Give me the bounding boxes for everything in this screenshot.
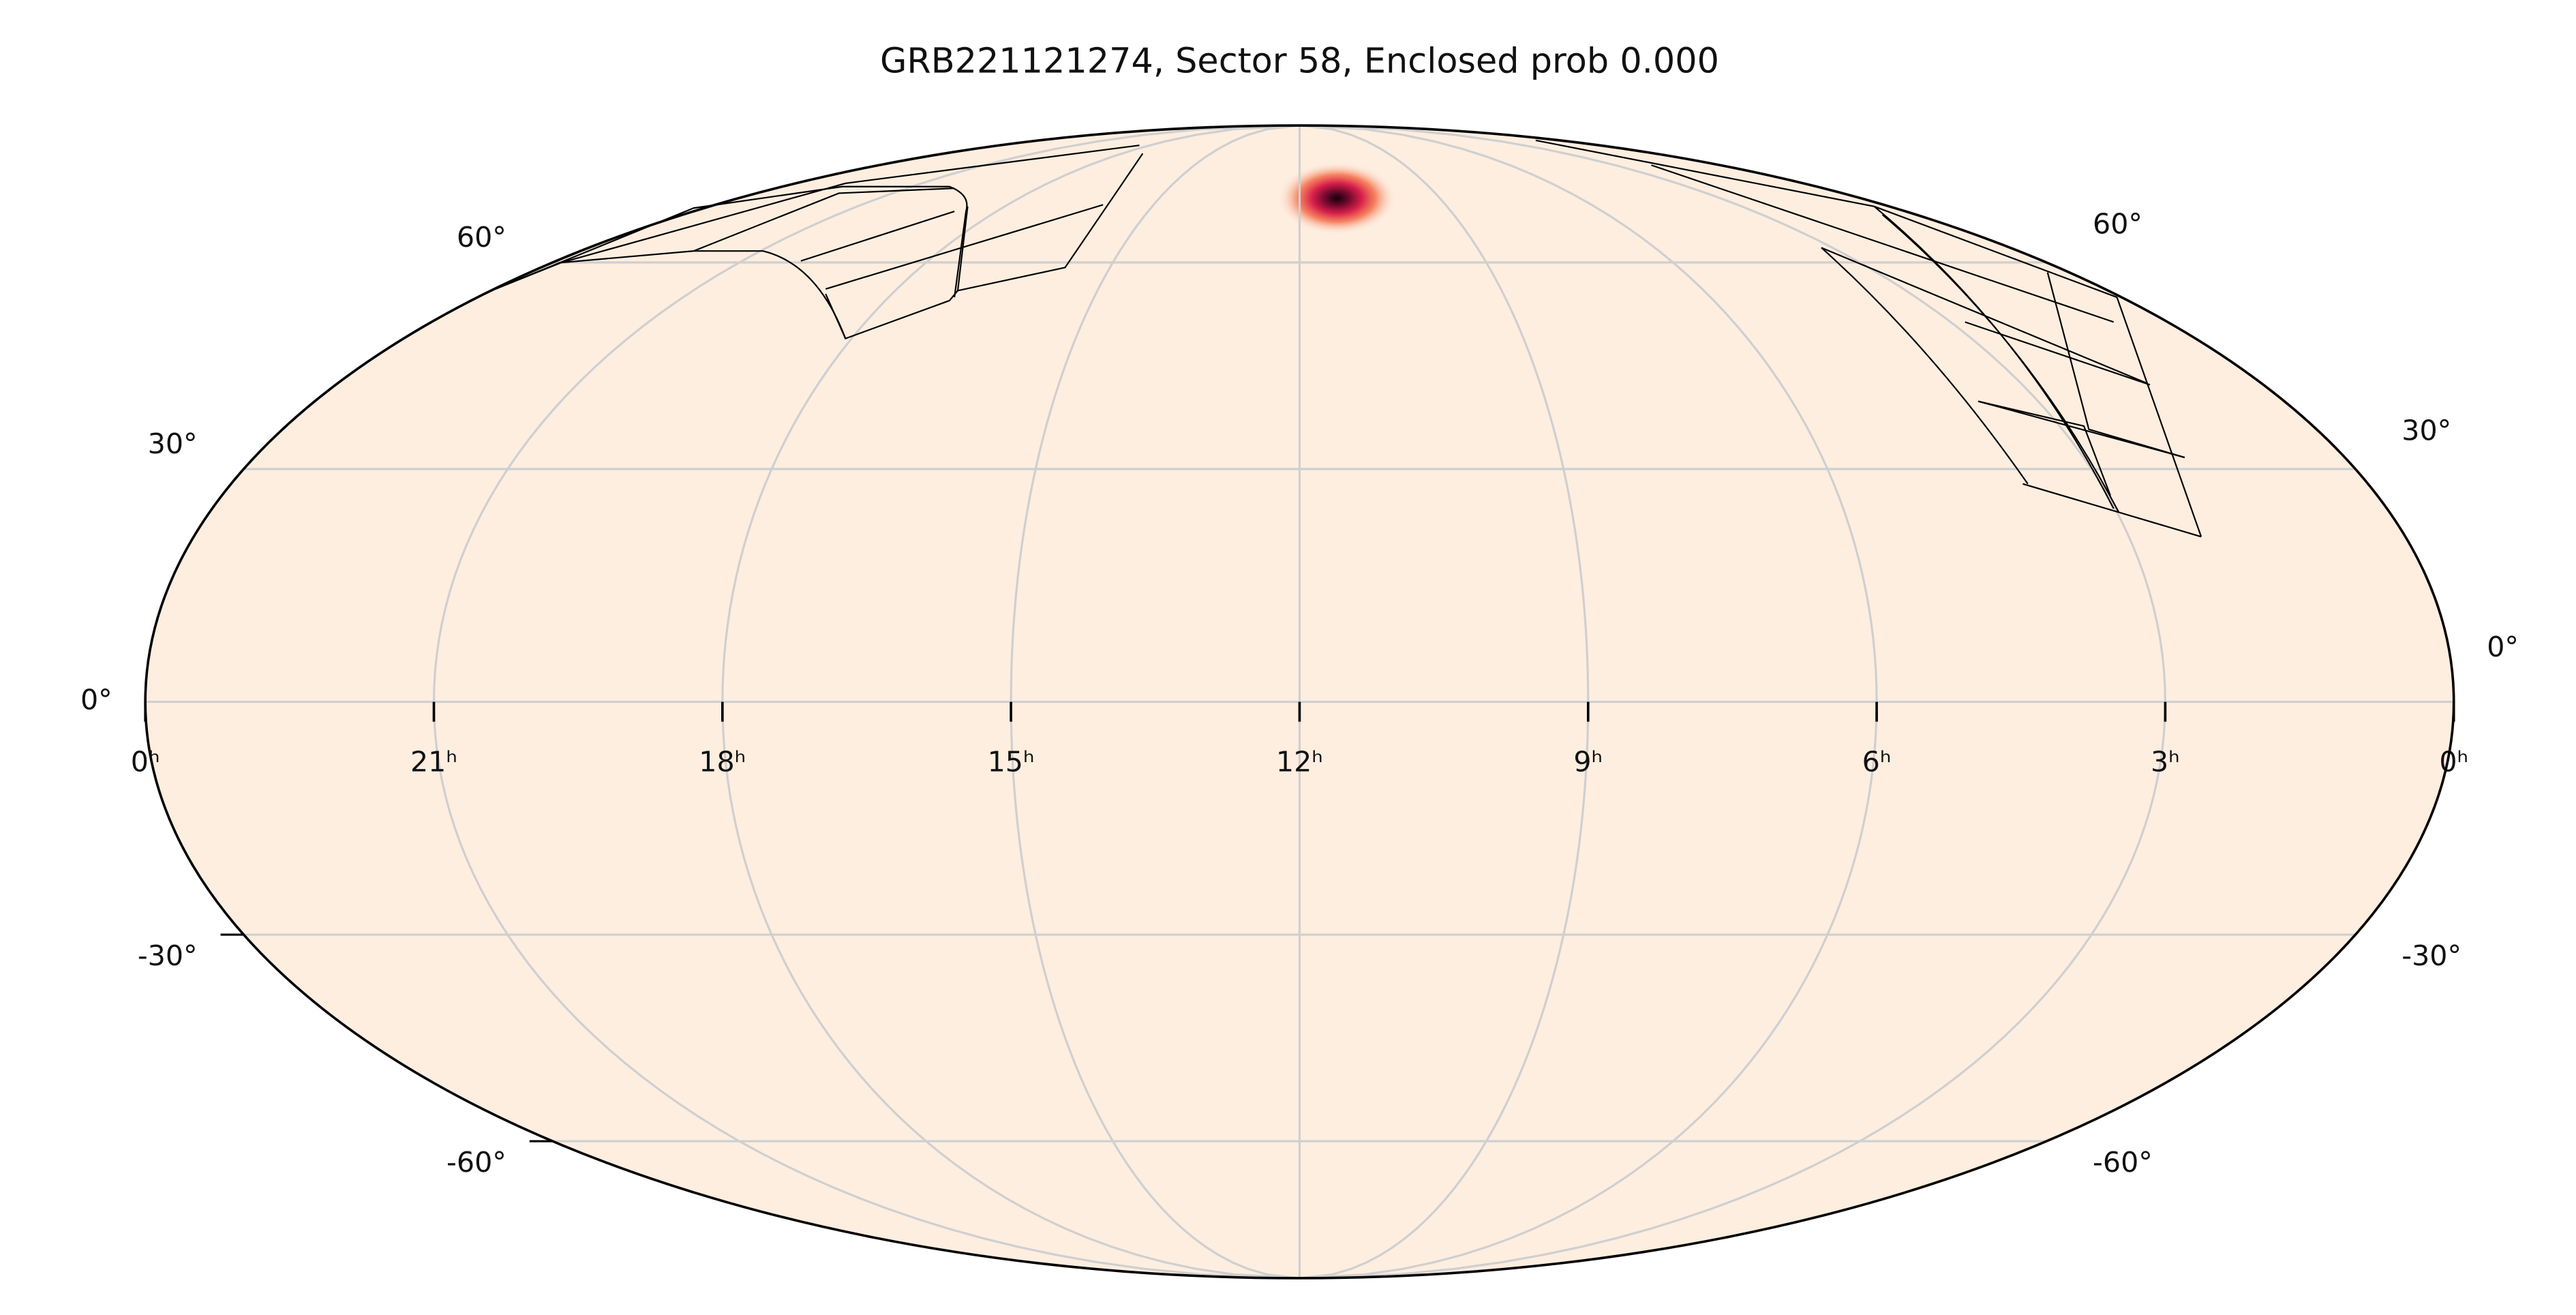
- sector-footprint: [495, 139, 2202, 538]
- x-tick-label: 18ʰ: [699, 745, 746, 778]
- y-tick-label: 60°: [2093, 208, 2142, 241]
- grid-line: [432, 124, 1300, 1280]
- y-tick-label: -60°: [446, 1146, 506, 1179]
- camera-outline: [561, 145, 1140, 339]
- x-tick-label: 21ʰ: [410, 745, 457, 778]
- grid-line: [721, 124, 1300, 1280]
- grid-line: [1299, 124, 2166, 1280]
- grid-line: [1299, 124, 1590, 1280]
- chart-title: GRB221121274, Sector 58, Enclosed prob 0…: [880, 41, 1719, 81]
- probability-peak: [1277, 162, 1397, 235]
- x-tick-label: 0ʰ: [131, 745, 160, 778]
- y-tick-label: 30°: [2401, 414, 2451, 447]
- y-tick-label: 0°: [2487, 631, 2519, 663]
- y-tick-label: 60°: [457, 221, 506, 254]
- x-tick-label: 12ʰ: [1276, 745, 1323, 778]
- y-tick-label: -60°: [2093, 1146, 2153, 1179]
- x-tick-label: 6ʰ: [1862, 745, 1892, 778]
- grid-line: [1299, 124, 1878, 1280]
- y-tick-label: 0°: [80, 684, 112, 716]
- camera-outline: [495, 185, 968, 298]
- x-tick-label: 0ʰ: [2439, 745, 2468, 778]
- x-tick-label: 15ʰ: [988, 745, 1035, 778]
- y-tick-label: -30°: [138, 939, 198, 972]
- sky-outline: [144, 124, 2455, 1280]
- camera-outline: [1821, 205, 2202, 537]
- x-tick-label: 3ʰ: [2151, 745, 2180, 778]
- grid: [144, 124, 2455, 1280]
- y-tick-label: 30°: [148, 427, 198, 460]
- camera-outline: [495, 153, 1144, 340]
- grid-line: [1010, 124, 1300, 1280]
- y-tick-label: -30°: [2401, 939, 2461, 972]
- x-tick-label: 9ʰ: [1573, 745, 1603, 778]
- plot-area: -60° -60° -30° -30° 0° 0° 30° 30° 60° 60° 0ʰ 21ʰ 18ʰ…: [80, 124, 2519, 1280]
